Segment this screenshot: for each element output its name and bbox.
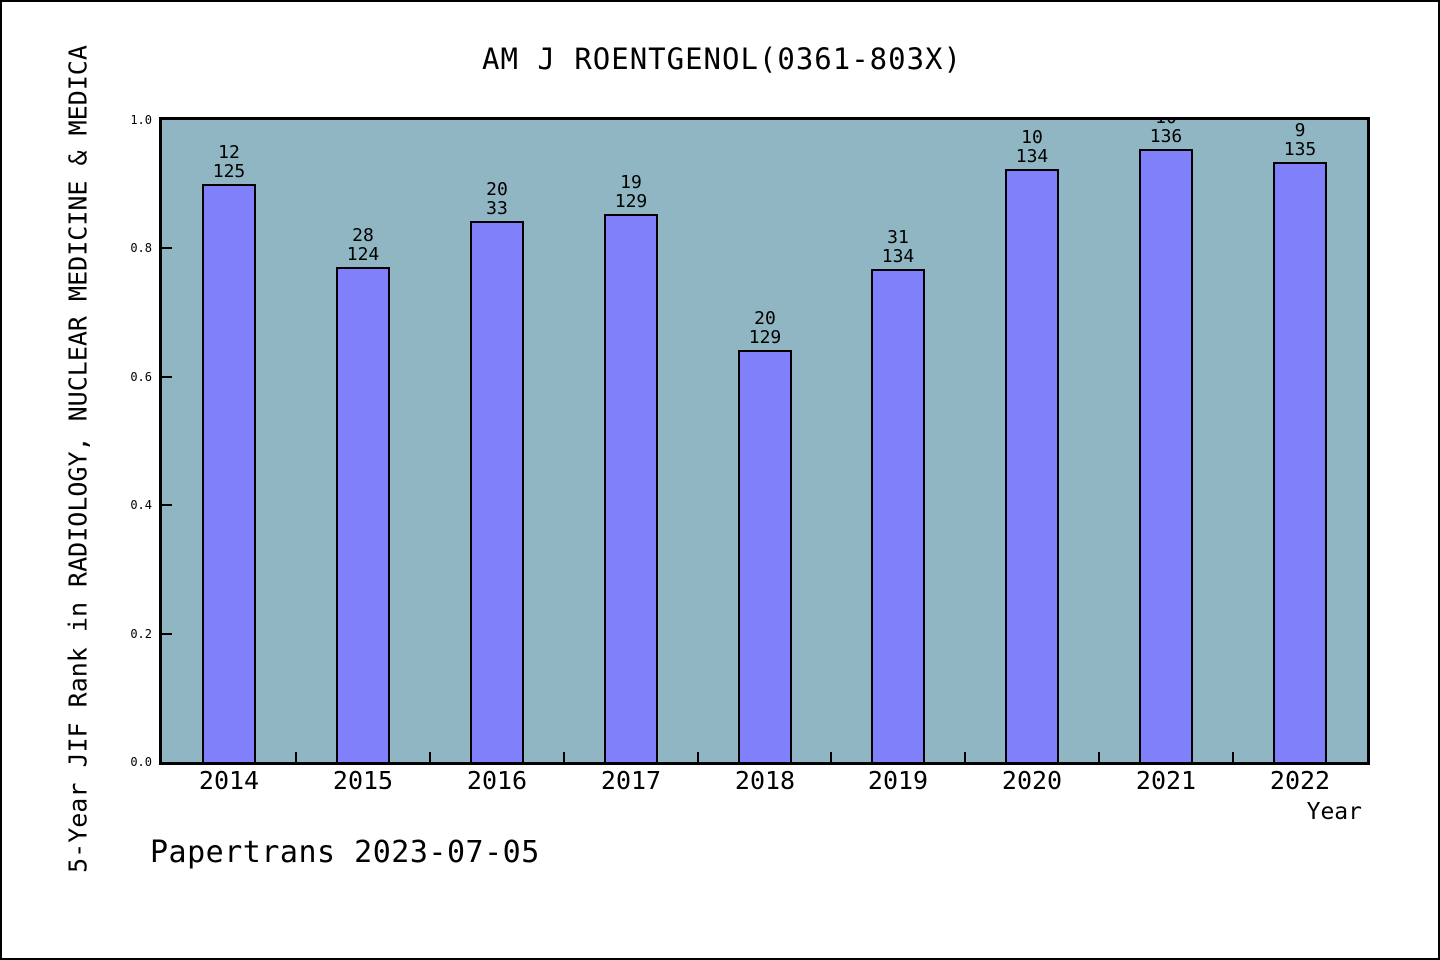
x-axis-tick-mark <box>697 752 699 762</box>
bar <box>336 267 390 762</box>
bar <box>1273 162 1327 762</box>
x-axis-tick-label: 2016 <box>466 766 528 795</box>
bar-rank-label: 31 <box>887 227 909 248</box>
bar-total-label: 134 <box>1015 146 1049 167</box>
bar-rank-label: 20 <box>486 179 508 200</box>
x-axis-tick-label: 2018 <box>734 766 796 795</box>
y-axis-tick-mark <box>162 376 172 378</box>
bar-total-label: 135 <box>1283 139 1317 160</box>
bar-total-label: 33 <box>486 198 508 219</box>
x-axis-tick-label: 2020 <box>1001 766 1063 795</box>
bar <box>738 350 792 762</box>
x-axis-tick-label: 2019 <box>867 766 929 795</box>
bar-value-label: 28 124 <box>303 226 423 264</box>
y-axis-tick-mark <box>162 633 172 635</box>
bar-rank-label: 12 <box>218 142 240 163</box>
x-axis-tick-mark <box>563 752 565 762</box>
x-axis-tick-mark <box>295 752 297 762</box>
y-axis-title: 5-Year JIF Rank in RADIOLOGY, NUCLEAR ME… <box>63 45 93 873</box>
x-axis-tick-mark <box>830 752 832 762</box>
bar-value-label: 10136 <box>1106 120 1226 146</box>
y-axis-tick-label: 0.2 <box>130 627 152 641</box>
x-axis-tick-label: 2014 <box>198 766 260 795</box>
bar-rank-label: 9 <box>1294 120 1306 141</box>
bar-value-label: 19 129 <box>571 173 691 211</box>
y-axis-tick-mark <box>162 247 172 249</box>
bar-total-label: 136 <box>1149 126 1183 147</box>
bar-total-label: 124 <box>346 244 380 265</box>
bar-total-label: 125 <box>212 161 246 182</box>
bar-total-label: 129 <box>614 191 648 212</box>
bar <box>1005 169 1059 762</box>
x-axis-tick-mark <box>1098 752 1100 762</box>
bar-value-label: 9 135 <box>1240 121 1360 159</box>
x-axis-tick-label: 2015 <box>332 766 394 795</box>
bar-value-label: 31 134 <box>838 228 958 266</box>
plot-area: 1212528124203319129201293113410134101369… <box>162 120 1367 762</box>
bar-total-label: 129 <box>748 327 782 348</box>
bar <box>604 214 658 762</box>
x-axis-tick-mark <box>429 752 431 762</box>
bar-rank-label: 19 <box>620 172 642 193</box>
bar-value-label: 20 129 <box>705 309 825 347</box>
bar-rank-label: 10 <box>1021 127 1043 148</box>
y-axis-tick-mark <box>162 504 172 506</box>
x-axis-tick-mark <box>964 752 966 762</box>
x-axis-tick-label: 2022 <box>1269 766 1331 795</box>
y-axis-tick-label: 0.0 <box>130 755 152 769</box>
chart-title: AM J ROENTGENOL(0361-803X) <box>482 42 962 76</box>
bar <box>871 269 925 762</box>
y-axis-tick-label: 1.0 <box>130 113 152 127</box>
bar <box>470 221 524 762</box>
x-axis-tick-label: 2017 <box>600 766 662 795</box>
y-axis-tick-label: 0.4 <box>130 498 152 512</box>
bar-value-label: 12 125 <box>169 143 289 181</box>
bar-value-label: 20 33 <box>437 180 557 218</box>
bar-value-label: 10 134 <box>972 128 1092 166</box>
y-axis-tick-label: 0.6 <box>130 370 152 384</box>
x-axis-title: Year <box>1306 799 1362 825</box>
bar-rank-label: 10 <box>1106 120 1226 127</box>
x-axis-tick-mark <box>1232 752 1234 762</box>
x-axis-tick-label: 2021 <box>1135 766 1197 795</box>
watermark-text: Papertrans 2023-07-05 <box>150 835 540 870</box>
bar <box>202 184 256 762</box>
y-axis-tick-label: 0.8 <box>130 241 152 255</box>
bar-rank-label: 28 <box>352 225 374 246</box>
bar-rank-label: 20 <box>754 308 776 329</box>
bar-total-label: 134 <box>881 246 915 267</box>
bar <box>1139 149 1193 762</box>
